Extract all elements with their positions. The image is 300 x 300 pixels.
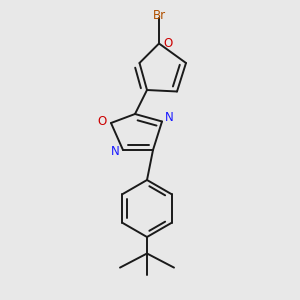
Text: N: N	[165, 111, 174, 124]
Text: O: O	[164, 37, 172, 50]
Text: O: O	[98, 115, 106, 128]
Text: N: N	[111, 145, 120, 158]
Text: Br: Br	[152, 9, 166, 22]
